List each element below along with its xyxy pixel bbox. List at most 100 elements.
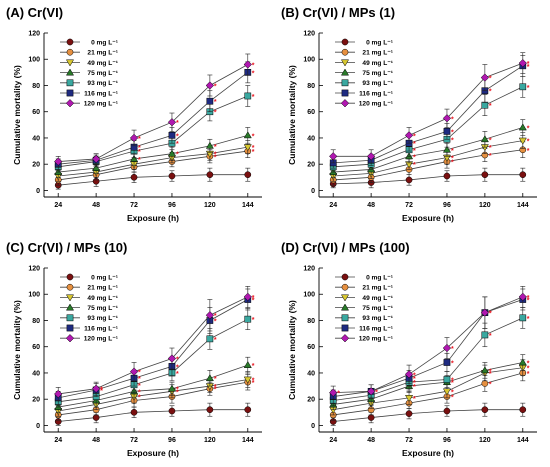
data-point <box>168 407 176 415</box>
series-2: * * * <box>329 141 530 186</box>
significance-star: * <box>527 295 530 302</box>
series-line <box>333 296 523 394</box>
data-point <box>480 73 490 82</box>
y-tick-label: 0 <box>311 188 315 195</box>
y-tick-label: 0 <box>36 188 40 195</box>
data-point <box>243 292 252 302</box>
significance-star: * <box>489 89 492 96</box>
y-axis-label: Cumulative mortality (%) <box>12 300 22 400</box>
series-line <box>333 62 523 157</box>
data-point <box>167 149 176 157</box>
data-point <box>130 154 139 162</box>
y-tick-label: 120 <box>303 266 315 273</box>
data-point <box>129 367 139 376</box>
data-point <box>91 154 101 164</box>
x-tick-label: 144 <box>517 437 529 444</box>
series-3: * * * * <box>329 132 530 182</box>
significance-star: * <box>413 376 416 383</box>
significance-star: * <box>451 148 454 155</box>
significance-star: * <box>451 360 454 367</box>
series-line <box>58 299 248 399</box>
y-tick-label: 40 <box>32 135 40 142</box>
legend-marker <box>66 283 74 291</box>
y-axis-label: Cumulative mortality (%) <box>12 65 22 165</box>
significance-star: * <box>138 136 141 143</box>
data-point <box>91 384 101 393</box>
data-point <box>92 414 100 421</box>
series-5: **** <box>329 307 530 407</box>
significance-star: * <box>252 317 255 324</box>
significance-star: * <box>489 76 492 83</box>
data-point <box>443 172 451 180</box>
legend-label: 75 mg L⁻¹ <box>87 70 118 77</box>
x-axis-label: Exposure (h) <box>402 213 454 223</box>
significance-star: * <box>489 137 492 144</box>
significance-star: * <box>451 137 454 144</box>
legend-marker <box>65 99 75 108</box>
data-point <box>329 388 338 397</box>
legend-label: 116 mg L⁻¹ <box>359 325 393 332</box>
data-point <box>443 359 451 366</box>
legend-label: 93 mg L⁻¹ <box>362 315 393 322</box>
x-tick-label: 24 <box>54 437 62 444</box>
series-line <box>333 174 523 185</box>
significance-star: * <box>252 145 255 152</box>
y-axis-label: Cumulative mortality (%) <box>287 300 297 400</box>
data-point <box>519 406 527 414</box>
series-2: ** <box>54 373 255 421</box>
data-point <box>244 171 252 179</box>
y-tick-label: 120 <box>303 31 315 38</box>
significance-star: * <box>252 297 255 304</box>
legend-label: 93 mg L⁻¹ <box>362 80 393 87</box>
significance-star: * <box>214 83 217 90</box>
legend: 0 mg L⁻¹ 21 mg L⁻¹ 49 mg L⁻¹ 75 mg L⁻¹ 93 mg… <box>335 273 393 343</box>
data-point <box>205 311 215 320</box>
significance-star: * <box>252 62 255 69</box>
series-4: **** <box>54 127 255 178</box>
data-point <box>404 131 414 140</box>
data-point <box>168 131 176 139</box>
significance-star: * <box>214 110 217 117</box>
data-point <box>518 137 527 145</box>
data-point <box>167 384 176 392</box>
significance-star: * <box>252 70 255 77</box>
data-point <box>206 406 214 414</box>
data-point <box>92 164 101 171</box>
legend-label: 49 mg L⁻¹ <box>87 60 118 67</box>
series-line <box>58 381 248 416</box>
x-tick-label: 96 <box>168 202 176 209</box>
x-axis-label: Exposure (h) <box>402 448 454 458</box>
data-point <box>206 97 214 105</box>
significance-star: * <box>252 149 255 156</box>
y-tick-label: 80 <box>307 83 315 90</box>
data-point <box>442 343 452 353</box>
significance-star: * <box>413 141 416 148</box>
legend-label: 93 mg L⁻¹ <box>87 315 118 322</box>
legend-label: 0 mg L⁻¹ <box>91 39 118 46</box>
data-point <box>480 135 489 143</box>
legend-label: 21 mg L⁻¹ <box>87 285 118 292</box>
data-point <box>329 152 338 161</box>
y-tick-label: 20 <box>32 162 40 169</box>
series-line <box>333 65 524 164</box>
x-tick-label: 72 <box>130 202 138 209</box>
x-tick-label: 144 <box>242 437 254 444</box>
significance-star: * <box>176 357 179 364</box>
x-tick-label: 72 <box>405 202 413 209</box>
significance-star: * <box>214 144 217 151</box>
y-tick-label: 120 <box>28 266 40 273</box>
data-point <box>167 118 177 127</box>
y-axis-label: Cumulative mortality (%) <box>287 65 297 165</box>
series-1 <box>54 402 252 426</box>
legend-label: 21 mg L⁻¹ <box>362 50 393 57</box>
data-point <box>480 308 490 317</box>
data-point <box>404 370 414 379</box>
legend-marker <box>65 334 75 343</box>
x-tick-label: 72 <box>405 437 413 444</box>
significance-star: * <box>214 152 217 159</box>
significance-star: * <box>489 368 492 375</box>
legend-marker <box>341 38 349 46</box>
series-6: ***** <box>54 288 255 405</box>
significance-star: * <box>100 387 103 394</box>
significance-star: * <box>451 160 454 167</box>
